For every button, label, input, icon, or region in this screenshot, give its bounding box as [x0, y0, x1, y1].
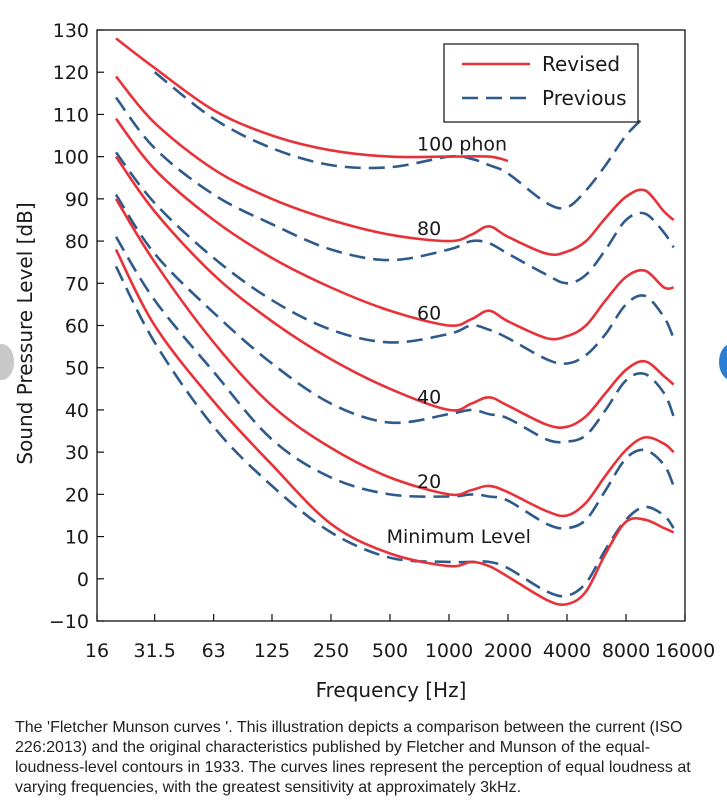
- legend-box: [443, 43, 639, 123]
- y-tick-label: 120: [53, 62, 89, 84]
- x-tick-label: 8000: [602, 640, 650, 662]
- previous-curve-40: [114, 193, 675, 444]
- y-tick-label: 30: [65, 442, 89, 464]
- curve-annotation: Minimum Level: [387, 526, 531, 548]
- curve-annotation: 60: [417, 302, 441, 324]
- y-tick-label: 70: [65, 273, 89, 295]
- y-tick-label: 100: [53, 147, 89, 169]
- revised-curve-minimum-level: [114, 248, 675, 606]
- previous-curve-20: [114, 236, 675, 530]
- right-nav-indicator[interactable]: [719, 344, 727, 380]
- x-axis-ticks: 16 31.5 63 125 250 500 1000 2000 4000 8000 16000: [85, 614, 715, 662]
- y-tick-label: 90: [65, 189, 89, 211]
- x-tick-label: 125: [254, 640, 290, 662]
- x-tick-label: 500: [372, 640, 408, 662]
- x-tick-label: 1000: [425, 640, 473, 662]
- x-tick-label: 63: [202, 640, 226, 662]
- annotations-layer: 100 phon 80 60 40 20 Minimum Level: [387, 133, 531, 548]
- x-tick-label: 4000: [543, 640, 591, 662]
- y-tick-label: 0: [77, 569, 89, 591]
- x-tick-label: 250: [313, 640, 349, 662]
- x-axis-title: Frequency [Hz]: [316, 678, 467, 702]
- previous-curve-100: [153, 71, 646, 210]
- revised-curve-60: [114, 117, 674, 341]
- revised-curve-80: [114, 75, 675, 257]
- x-tick-label: 16: [85, 640, 109, 662]
- y-tick-label: 20: [65, 484, 89, 506]
- y-tick-label: 130: [53, 20, 89, 42]
- x-tick-label: 16000: [655, 640, 715, 662]
- y-tick-label: 60: [65, 316, 89, 338]
- y-tick-label: −10: [49, 611, 89, 633]
- y-tick-label: 10: [65, 527, 89, 549]
- curve-annotation: 20: [417, 471, 441, 493]
- revised-curve-40: [114, 155, 675, 429]
- curve-annotation: 100 phon: [417, 133, 507, 155]
- y-axis-title: Sound Pressure Level [dB]: [13, 202, 37, 464]
- figure-caption: The 'Fletcher Munson curves '. This illu…: [15, 719, 691, 796]
- y-tick-label: 50: [65, 358, 89, 380]
- curve-annotation: 80: [417, 218, 441, 240]
- curves-layer: [114, 37, 675, 606]
- y-tick-label: 80: [65, 231, 89, 253]
- previous-curve-60: [114, 151, 675, 366]
- curve-annotation: 40: [417, 387, 441, 409]
- revised-curve-100: [115, 37, 509, 163]
- y-tick-label: 110: [53, 104, 89, 126]
- x-tick-label: 2000: [484, 640, 532, 662]
- left-nav-indicator[interactable]: [0, 344, 14, 380]
- legend-label-revised: Revised: [542, 52, 620, 76]
- y-tick-label: 40: [65, 400, 89, 422]
- x-tick-label: 31.5: [134, 640, 176, 662]
- legend-label-previous: Previous: [542, 86, 627, 110]
- revised-curve-20: [114, 198, 675, 518]
- legend: Revised Previous: [443, 43, 639, 123]
- previous-curve-80: [114, 96, 675, 285]
- previous-curve-minimum-level: [114, 265, 675, 598]
